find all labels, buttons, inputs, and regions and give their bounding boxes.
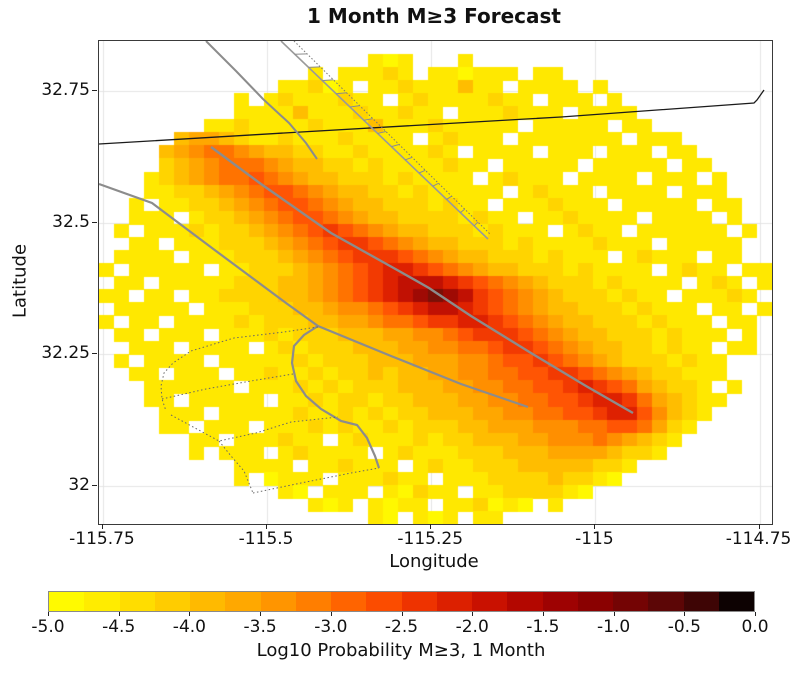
boundary-dotted-5 <box>252 467 380 494</box>
fault-line-main <box>210 146 634 415</box>
colorbar-tick-mark <box>189 612 191 616</box>
colorbar-segment <box>542 592 578 611</box>
y-tick-label: 32.25 <box>41 343 90 364</box>
colorbar-segment <box>154 592 190 611</box>
y-tick-mark <box>92 89 97 91</box>
y-axis-label: Latitude <box>9 243 31 319</box>
fault-segment-north <box>205 41 318 160</box>
x-tick-label: -115.75 <box>69 529 135 549</box>
y-tick-mark <box>92 353 97 355</box>
railroad-tie <box>460 208 466 213</box>
colorbar <box>48 591 755 612</box>
colorbar-tick-label: -2.5 <box>384 617 419 637</box>
railroad-tie <box>363 118 373 121</box>
colorbar-segment <box>648 592 684 611</box>
railroad-tie <box>405 156 413 161</box>
colorbar-tick-label: -5.0 <box>31 617 65 637</box>
colorbar-tick-label: -1.5 <box>526 617 560 637</box>
border-line <box>99 89 765 145</box>
x-tick-label: -114.75 <box>725 529 792 549</box>
plot-area <box>98 40 773 525</box>
colorbar-segment <box>507 592 543 611</box>
colorbar-tick-label: 0.0 <box>741 617 769 637</box>
railroad-tie <box>418 169 426 174</box>
x-tick-label: -115.5 <box>238 529 294 549</box>
colorbar-segment <box>190 592 226 611</box>
map-overlay-lines <box>99 41 765 494</box>
colorbar-segment <box>260 592 296 611</box>
colorbar-tick-mark <box>118 612 120 616</box>
colorbar-segment <box>295 592 331 611</box>
colorbar-tick-mark <box>330 612 332 616</box>
colorbar-tick-label: -4.5 <box>102 617 136 637</box>
x-tick-mark <box>266 524 268 529</box>
colorbar-segment <box>472 592 508 611</box>
fault-line-long <box>99 182 529 409</box>
boundary-dotted-4 <box>218 440 254 494</box>
colorbar-segment <box>401 592 437 611</box>
colorbar-tick-label: -1.0 <box>597 617 631 637</box>
railroad-tie <box>391 143 400 148</box>
colorbar-segment <box>436 592 472 611</box>
colorbar-segment <box>577 592 613 611</box>
railroad-tie <box>473 221 479 227</box>
colorbar-segment <box>718 592 754 611</box>
colorbar-segment <box>683 592 719 611</box>
colorbar-tick-label: -3.5 <box>243 617 277 637</box>
y-tick-mark <box>92 484 97 486</box>
heatmap-canvas <box>99 41 772 524</box>
colorbar-segment <box>119 592 155 611</box>
curved-fault-south <box>290 325 381 469</box>
colorbar-segment <box>331 592 367 611</box>
railroad-tie <box>377 131 387 134</box>
colorbar-tick-mark <box>48 612 49 616</box>
colorbar-tick-mark <box>684 612 686 616</box>
railroad-tie <box>322 79 334 82</box>
colorbar-tick-mark <box>613 612 615 616</box>
x-tick-mark <box>101 524 103 529</box>
chart-title: 1 Month M≥3 Forecast <box>307 4 561 28</box>
colorbar-tick-label: -0.5 <box>667 617 701 637</box>
colorbar-tick-mark <box>260 612 262 616</box>
railroad-tie <box>432 182 439 187</box>
railroad-tie <box>336 92 347 95</box>
colorbar-segment <box>225 592 261 611</box>
colorbar-segment <box>613 592 649 611</box>
colorbar-tick-mark <box>472 612 474 616</box>
colorbar-tick-label: -4.0 <box>172 617 206 637</box>
railroad-main <box>280 41 489 240</box>
x-tick-mark <box>758 524 760 529</box>
colorbar-tick-label: -3.0 <box>314 617 348 637</box>
boundary-dotted-2 <box>161 373 294 400</box>
colorbar-tick-mark <box>755 612 756 616</box>
railroad-tie <box>308 66 321 68</box>
x-tick-label: -115 <box>575 529 614 549</box>
y-tick-label: 32 <box>68 474 90 495</box>
x-tick-mark <box>430 524 432 529</box>
y-tick-label: 32.75 <box>41 79 90 100</box>
boundary-dotted-3 <box>170 414 339 442</box>
colorbar-label: Log10 Probability M≥3, 1 Month <box>256 640 546 661</box>
y-tick-mark <box>92 221 97 223</box>
railroad-dotted <box>293 41 492 236</box>
y-tick-label: 32.5 <box>52 211 90 232</box>
x-tick-label: -115.25 <box>397 529 464 549</box>
railroad-tie <box>446 195 452 200</box>
railroad-tie <box>349 105 360 108</box>
colorbar-tick-mark <box>401 612 403 616</box>
x-axis-label: Longitude <box>389 551 479 572</box>
colorbar-tick-label: -2.0 <box>455 617 489 637</box>
colorbar-segment <box>84 592 120 611</box>
colorbar-segment <box>366 592 402 611</box>
colorbar-segment <box>49 592 85 611</box>
colorbar-tick-mark <box>542 612 544 616</box>
x-tick-mark <box>594 524 596 529</box>
